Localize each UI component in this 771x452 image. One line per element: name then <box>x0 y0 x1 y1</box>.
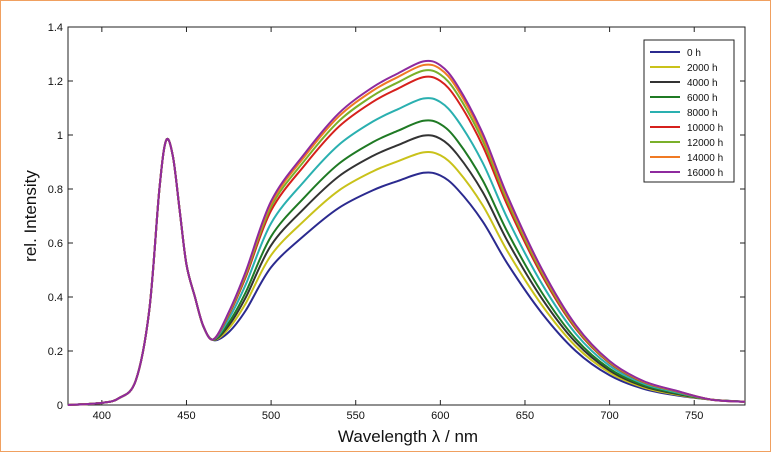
y-tick-label: 0.8 <box>48 184 63 196</box>
x-tick-label: 700 <box>600 410 618 422</box>
legend-label: 10000 h <box>687 123 723 134</box>
legend-label: 14000 h <box>687 153 723 164</box>
y-tick-label: 0.4 <box>48 292 63 304</box>
legend-label: 6000 h <box>687 93 718 104</box>
legend-label: 4000 h <box>687 78 718 89</box>
y-tick-label: 1.2 <box>48 76 63 88</box>
x-axis-label: Wavelength λ / nm <box>338 427 478 446</box>
x-tick-label: 500 <box>262 410 280 422</box>
legend: 0 h 2000 h 4000 h 6000 h 8000 h 10000 h 12000 … <box>644 40 734 182</box>
y-tick-label: 0 <box>57 400 63 412</box>
y-tick-label: 1.4 <box>48 22 63 34</box>
x-tick-label: 600 <box>431 410 449 422</box>
legend-label: 2000 h <box>687 63 718 74</box>
legend-label: 12000 h <box>687 138 723 149</box>
legend-label: 0 h <box>687 48 701 59</box>
x-tick-label: 400 <box>93 410 111 422</box>
x-tick-label: 450 <box>177 410 195 422</box>
y-tick-label: 0.6 <box>48 238 63 250</box>
legend-label: 8000 h <box>687 108 718 119</box>
legend-label: 16000 h <box>687 168 723 179</box>
x-tick-label: 550 <box>347 410 365 422</box>
y-axis-label: rel. Intensity <box>21 170 40 262</box>
x-tick-label: 750 <box>685 410 703 422</box>
x-tick-label: 650 <box>516 410 534 422</box>
y-tick-label: 1 <box>57 130 63 142</box>
y-tick-label: 0.2 <box>48 346 63 358</box>
